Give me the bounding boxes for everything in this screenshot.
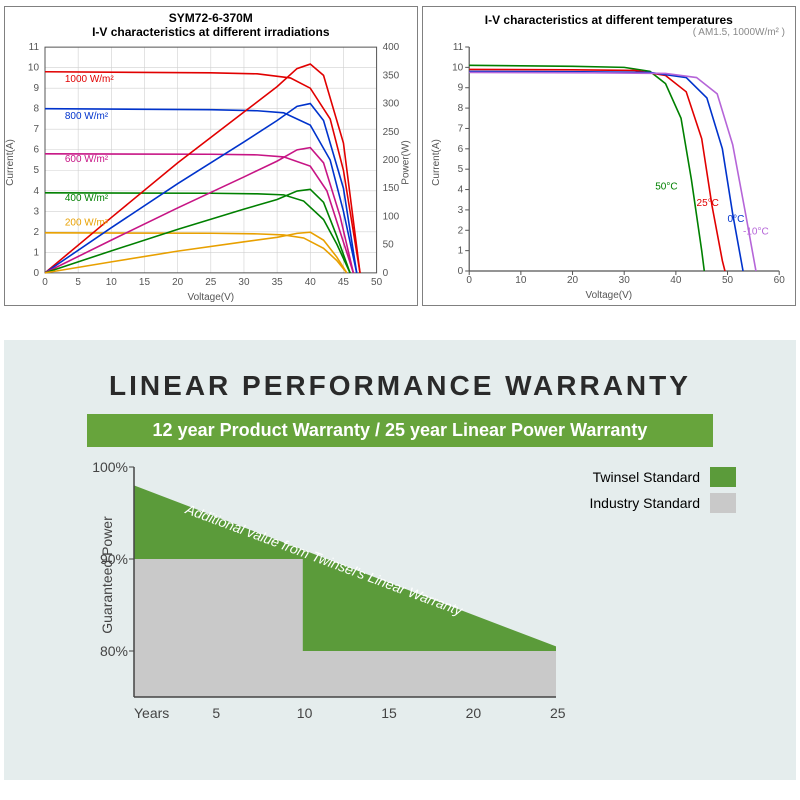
svg-text:15: 15: [139, 277, 151, 288]
chart-model: SYM72-6-370M: [5, 11, 417, 25]
svg-text:10: 10: [28, 63, 40, 74]
top-charts-panel: SYM72-6-370M I-V characteristics at diff…: [0, 0, 800, 310]
legend-swatch: [710, 493, 736, 513]
svg-text:10: 10: [452, 62, 464, 73]
svg-text:20: 20: [567, 275, 579, 286]
svg-text:4: 4: [33, 186, 39, 197]
svg-text:0°C: 0°C: [727, 214, 744, 225]
svg-text:40: 40: [670, 275, 682, 286]
svg-text:8: 8: [457, 103, 463, 114]
y2-axis-label: Power(W): [401, 140, 412, 184]
svg-text:9: 9: [33, 83, 39, 94]
warranty-title: LINEAR PERFORMANCE WARRANTY: [44, 370, 756, 402]
svg-text:45: 45: [338, 277, 350, 288]
svg-text:250: 250: [383, 127, 400, 138]
svg-text:20: 20: [172, 277, 184, 288]
svg-text:1: 1: [457, 246, 463, 257]
warranty-subheading: 12 year Product Warranty / 25 year Linea…: [87, 414, 714, 447]
temperature-chart: I-V characteristics at different tempera…: [422, 6, 796, 306]
chart-title: I-V characteristics at different tempera…: [423, 13, 795, 27]
x-axis-label: Voltage(V): [585, 290, 632, 301]
svg-text:0: 0: [33, 268, 39, 279]
svg-text:400 W/m²: 400 W/m²: [65, 193, 109, 204]
svg-text:3: 3: [457, 205, 463, 216]
irradiation-chart: SYM72-6-370M I-V characteristics at diff…: [4, 6, 418, 306]
svg-text:10: 10: [106, 277, 118, 288]
svg-text:25: 25: [205, 277, 217, 288]
warranty-y-label: Guaranteed Power: [99, 516, 115, 634]
svg-text:400: 400: [383, 42, 400, 53]
svg-text:3: 3: [33, 206, 39, 217]
legend-row-industry: Industry Standard: [589, 493, 736, 513]
svg-text:25°C: 25°C: [696, 198, 718, 209]
svg-text:7: 7: [457, 123, 463, 134]
legend-row-twinsel: Twinsel Standard: [589, 467, 736, 487]
warranty-chart: Guaranteed Power Twinsel Standard Indust…: [64, 467, 736, 727]
y-axis-label: Current(A): [430, 139, 441, 186]
svg-text:4: 4: [457, 185, 463, 196]
svg-text:150: 150: [383, 183, 400, 194]
warranty-legend: Twinsel Standard Industry Standard: [589, 467, 736, 519]
warranty-plot: Additional value from Twinsel's Linear W…: [134, 467, 556, 697]
svg-text:50: 50: [722, 275, 734, 286]
svg-text:0: 0: [42, 277, 48, 288]
svg-text:6: 6: [457, 144, 463, 155]
svg-text:11: 11: [29, 42, 40, 53]
y-axis-label: Current(A): [5, 139, 16, 186]
svg-text:5: 5: [457, 164, 463, 175]
svg-text:7: 7: [33, 124, 39, 135]
svg-text:100: 100: [383, 211, 400, 222]
svg-text:-10°C: -10°C: [743, 226, 769, 237]
svg-text:5: 5: [33, 165, 39, 176]
chart-title: I-V characteristics at different irradia…: [5, 25, 417, 39]
svg-text:0: 0: [457, 266, 463, 277]
svg-text:8: 8: [33, 104, 39, 115]
svg-text:35: 35: [272, 277, 284, 288]
svg-text:2: 2: [457, 225, 463, 236]
svg-text:200 W/m²: 200 W/m²: [65, 218, 109, 229]
legend-label: Industry Standard: [589, 495, 700, 511]
svg-text:0: 0: [466, 275, 472, 286]
svg-text:40: 40: [305, 277, 317, 288]
svg-text:300: 300: [383, 99, 400, 110]
svg-text:350: 350: [383, 70, 400, 81]
legend-label: Twinsel Standard: [593, 469, 700, 485]
svg-text:50°C: 50°C: [655, 182, 677, 193]
warranty-panel: LINEAR PERFORMANCE WARRANTY 12 year Prod…: [4, 340, 796, 780]
svg-text:6: 6: [33, 145, 39, 156]
legend-swatch: [710, 467, 736, 487]
svg-text:200: 200: [383, 155, 400, 166]
svg-text:9: 9: [457, 83, 463, 94]
svg-text:11: 11: [452, 42, 463, 53]
svg-text:600 W/m²: 600 W/m²: [65, 154, 109, 165]
svg-text:2: 2: [33, 227, 39, 238]
plot-area-right: 01020304050600123456789101150°C25°C0°C-1…: [469, 47, 779, 271]
x-axis-label: Voltage(V): [187, 292, 234, 303]
plot-area-left: 0510152025303540455001234567891011050100…: [45, 47, 377, 273]
svg-text:30: 30: [238, 277, 250, 288]
svg-text:50: 50: [371, 277, 383, 288]
svg-text:1: 1: [33, 247, 39, 258]
svg-text:0: 0: [383, 268, 389, 279]
svg-text:1000 W/m²: 1000 W/m²: [65, 74, 114, 85]
svg-text:800 W/m²: 800 W/m²: [65, 111, 109, 122]
svg-text:60: 60: [773, 275, 785, 286]
svg-text:30: 30: [618, 275, 630, 286]
svg-text:10: 10: [515, 275, 527, 286]
condition-note: ( AM1.5, 1000W/m² ): [423, 27, 795, 38]
svg-text:50: 50: [383, 240, 395, 251]
svg-text:5: 5: [75, 277, 81, 288]
